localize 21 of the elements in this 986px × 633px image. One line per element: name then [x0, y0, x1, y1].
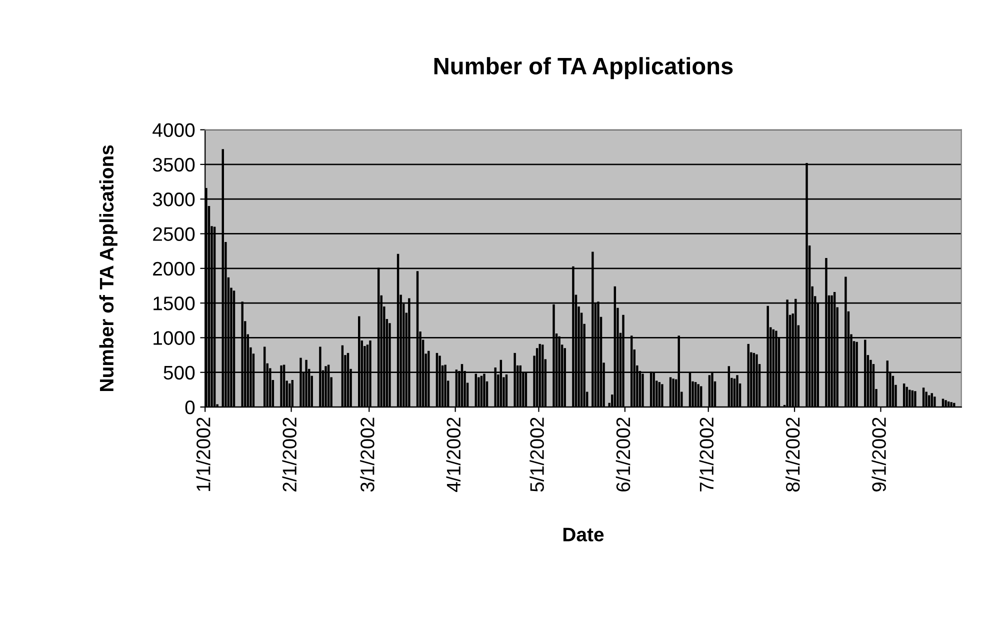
x-tick-label: 4/1/2002: [446, 418, 461, 492]
y-tick-label: 500: [164, 366, 195, 380]
x-tick-label: 7/1/2002: [699, 418, 714, 492]
y-tick-label: 1000: [154, 331, 195, 345]
x-tick-label: 1/1/2002: [196, 418, 210, 491]
x-tick-label: 8/1/2002: [785, 418, 800, 492]
y-tick-label: 2500: [153, 227, 195, 241]
y-tick-label: 2000: [153, 262, 195, 276]
y-tick-label: 0: [185, 400, 195, 414]
y-tick-label: 3000: [152, 192, 195, 206]
y-tick-label: 3500: [152, 158, 195, 172]
y-tick-label: 1500: [154, 296, 195, 310]
x-axis-title: Date: [563, 528, 604, 542]
x-tick-label: 3/1/2002: [360, 418, 374, 492]
x-tick-label: 6/1/2002: [616, 418, 630, 492]
x-tick-label: 9/1/2002: [872, 418, 886, 492]
y-axis-title: Number of TA Applications: [99, 145, 118, 391]
x-tick-label: 2/1/2002: [282, 418, 296, 492]
x-tick-label: 5/1/2002: [530, 418, 544, 492]
y-tick-label: 4000: [152, 123, 195, 137]
chart-title: Number of TA Applications: [434, 57, 733, 80]
